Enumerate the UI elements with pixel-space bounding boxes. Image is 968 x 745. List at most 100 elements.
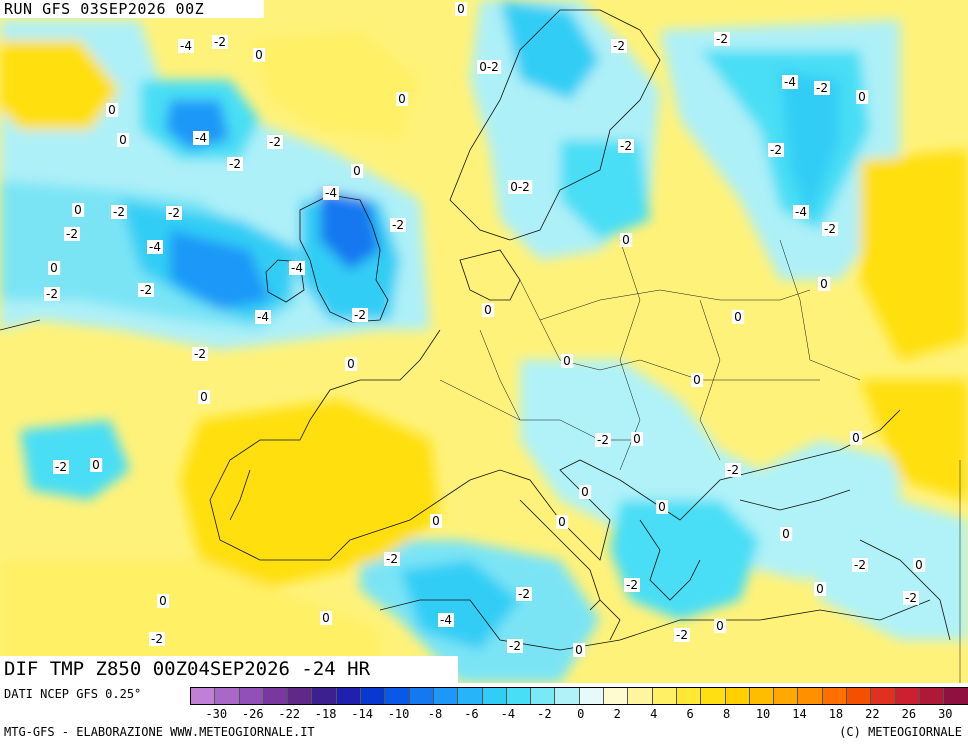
- value-label: 0: [913, 558, 925, 572]
- map-canvas: [0, 0, 968, 683]
- colorbar-tick-label: 14: [792, 707, 807, 721]
- colorbar-tick-label: -2: [537, 707, 552, 721]
- value-label: 0: [579, 485, 591, 499]
- value-label: -2: [624, 578, 640, 592]
- colorbar-swatch: [361, 688, 386, 704]
- credits-label: MTG-GFS - ELABORAZIONE WWW.METEOGIORNALE…: [4, 725, 315, 739]
- value-label: 0: [850, 431, 862, 445]
- value-label: -2: [822, 222, 838, 236]
- colorbar-swatch: [263, 688, 289, 704]
- value-label: 0: [620, 233, 632, 247]
- colorbar-tick-label: -18: [314, 707, 337, 721]
- temperature-difference-map: [0, 0, 968, 683]
- colorbar-swatch: [725, 688, 750, 704]
- value-label: 0: [396, 92, 408, 106]
- colorbar-tick-label: 22: [865, 707, 880, 721]
- value-label: 0: [90, 458, 102, 472]
- value-label: 0: [455, 2, 467, 16]
- colorbar-tick-label: 0: [577, 707, 585, 721]
- value-label: -2: [507, 639, 523, 653]
- value-label: -2: [44, 287, 60, 301]
- value-label: -4: [438, 613, 454, 627]
- colorbar-tick-label: 18: [828, 707, 844, 721]
- colorbar-swatch: [822, 688, 848, 704]
- value-label: 0: [351, 164, 363, 178]
- colorbar-swatch: [847, 688, 872, 704]
- value-label: 0: [157, 594, 169, 608]
- colorbar-swatch: [215, 688, 240, 704]
- value-label: 0: [856, 90, 868, 104]
- value-label: 0: [818, 277, 830, 291]
- colorbar-swatch: [628, 688, 653, 704]
- colorbar-swatch: [191, 688, 216, 704]
- colorbar-swatch: [385, 688, 410, 704]
- colorbar-swatch: [336, 688, 362, 704]
- colorbar-swatch: [433, 688, 459, 704]
- colorbar-tick-label: -10: [387, 707, 410, 721]
- value-label: -4: [323, 186, 339, 200]
- value-label: -4: [255, 310, 271, 324]
- colorbar-tick-label: 30: [938, 707, 953, 721]
- colorbar-swatch: [652, 688, 677, 704]
- value-label: 0: [691, 373, 703, 387]
- value-label: 0: [430, 514, 442, 528]
- colorbar-swatch: [895, 688, 920, 704]
- run-label: RUN GFS 03SEP2026 00Z: [0, 0, 264, 18]
- map-title: DIF TMP Z850 00Z04SEP2026 -24 HR: [0, 656, 458, 683]
- value-label: -2: [768, 143, 784, 157]
- colorbar-swatch: [944, 688, 968, 704]
- colorbar-swatch: [774, 688, 799, 704]
- value-label: -2: [384, 552, 400, 566]
- value-label: 0: [345, 357, 357, 371]
- value-label: 0: [573, 643, 585, 657]
- colorbar-swatch: [749, 688, 775, 704]
- colorbar-swatch: [871, 688, 896, 704]
- value-label: -4: [147, 240, 163, 254]
- colorbar-swatch: [579, 688, 605, 704]
- colorbar-tick-label: 2: [613, 707, 621, 721]
- footer: DATI NCEP GFS 0.25° -30 -26 -22 -18 -14 -10 -8…: [0, 683, 968, 745]
- value-label: 0-2: [477, 60, 501, 74]
- value-label: -2: [595, 433, 611, 447]
- value-label: 0: [780, 527, 792, 541]
- colorbar-swatch: [919, 688, 945, 704]
- value-label: 0: [117, 133, 129, 147]
- value-label: -2: [516, 587, 532, 601]
- colorbar-swatch: [531, 688, 556, 704]
- value-label: -2: [111, 205, 127, 219]
- value-label: 0: [320, 611, 332, 625]
- colorbar-tick-label: -30: [205, 707, 228, 721]
- value-label: -2: [714, 32, 730, 46]
- colorbar-tick-label: 10: [755, 707, 771, 721]
- colorbar-tick-label: 4: [650, 707, 658, 721]
- value-label: -2: [267, 135, 283, 149]
- value-label: -2: [138, 283, 154, 297]
- coastlines: [0, 9, 951, 651]
- value-label: -2: [149, 632, 165, 646]
- value-label: 0: [482, 303, 494, 317]
- value-label: -2: [814, 81, 830, 95]
- value-label: 0: [72, 203, 84, 217]
- colorbar-tick-label: -4: [500, 707, 516, 721]
- colorbar-swatch: [458, 688, 483, 704]
- colorbar-tick-label: 6: [686, 707, 694, 721]
- source-label: DATI NCEP GFS 0.25°: [4, 687, 142, 701]
- value-label: 0: [106, 103, 118, 117]
- colorbar-tick-label: 8: [722, 707, 731, 721]
- value-label: -2: [674, 628, 690, 642]
- value-label: -2: [352, 308, 368, 322]
- value-label: -2: [212, 35, 228, 49]
- value-label: -2: [852, 558, 868, 572]
- colorbar: [190, 687, 968, 705]
- colorbar-swatch: [409, 688, 434, 704]
- value-label: -2: [390, 218, 406, 232]
- value-label: -2: [53, 460, 69, 474]
- colorbar-swatch: [482, 688, 507, 704]
- colorbar-swatch: [701, 688, 726, 704]
- colorbar-tick-label: -6: [464, 707, 479, 721]
- value-label: -2: [192, 347, 208, 361]
- colorbar-swatch: [239, 688, 264, 704]
- value-label: -4: [782, 75, 798, 89]
- colorbar-swatch: [288, 688, 313, 704]
- colorbar-tick-label: 26: [901, 707, 917, 721]
